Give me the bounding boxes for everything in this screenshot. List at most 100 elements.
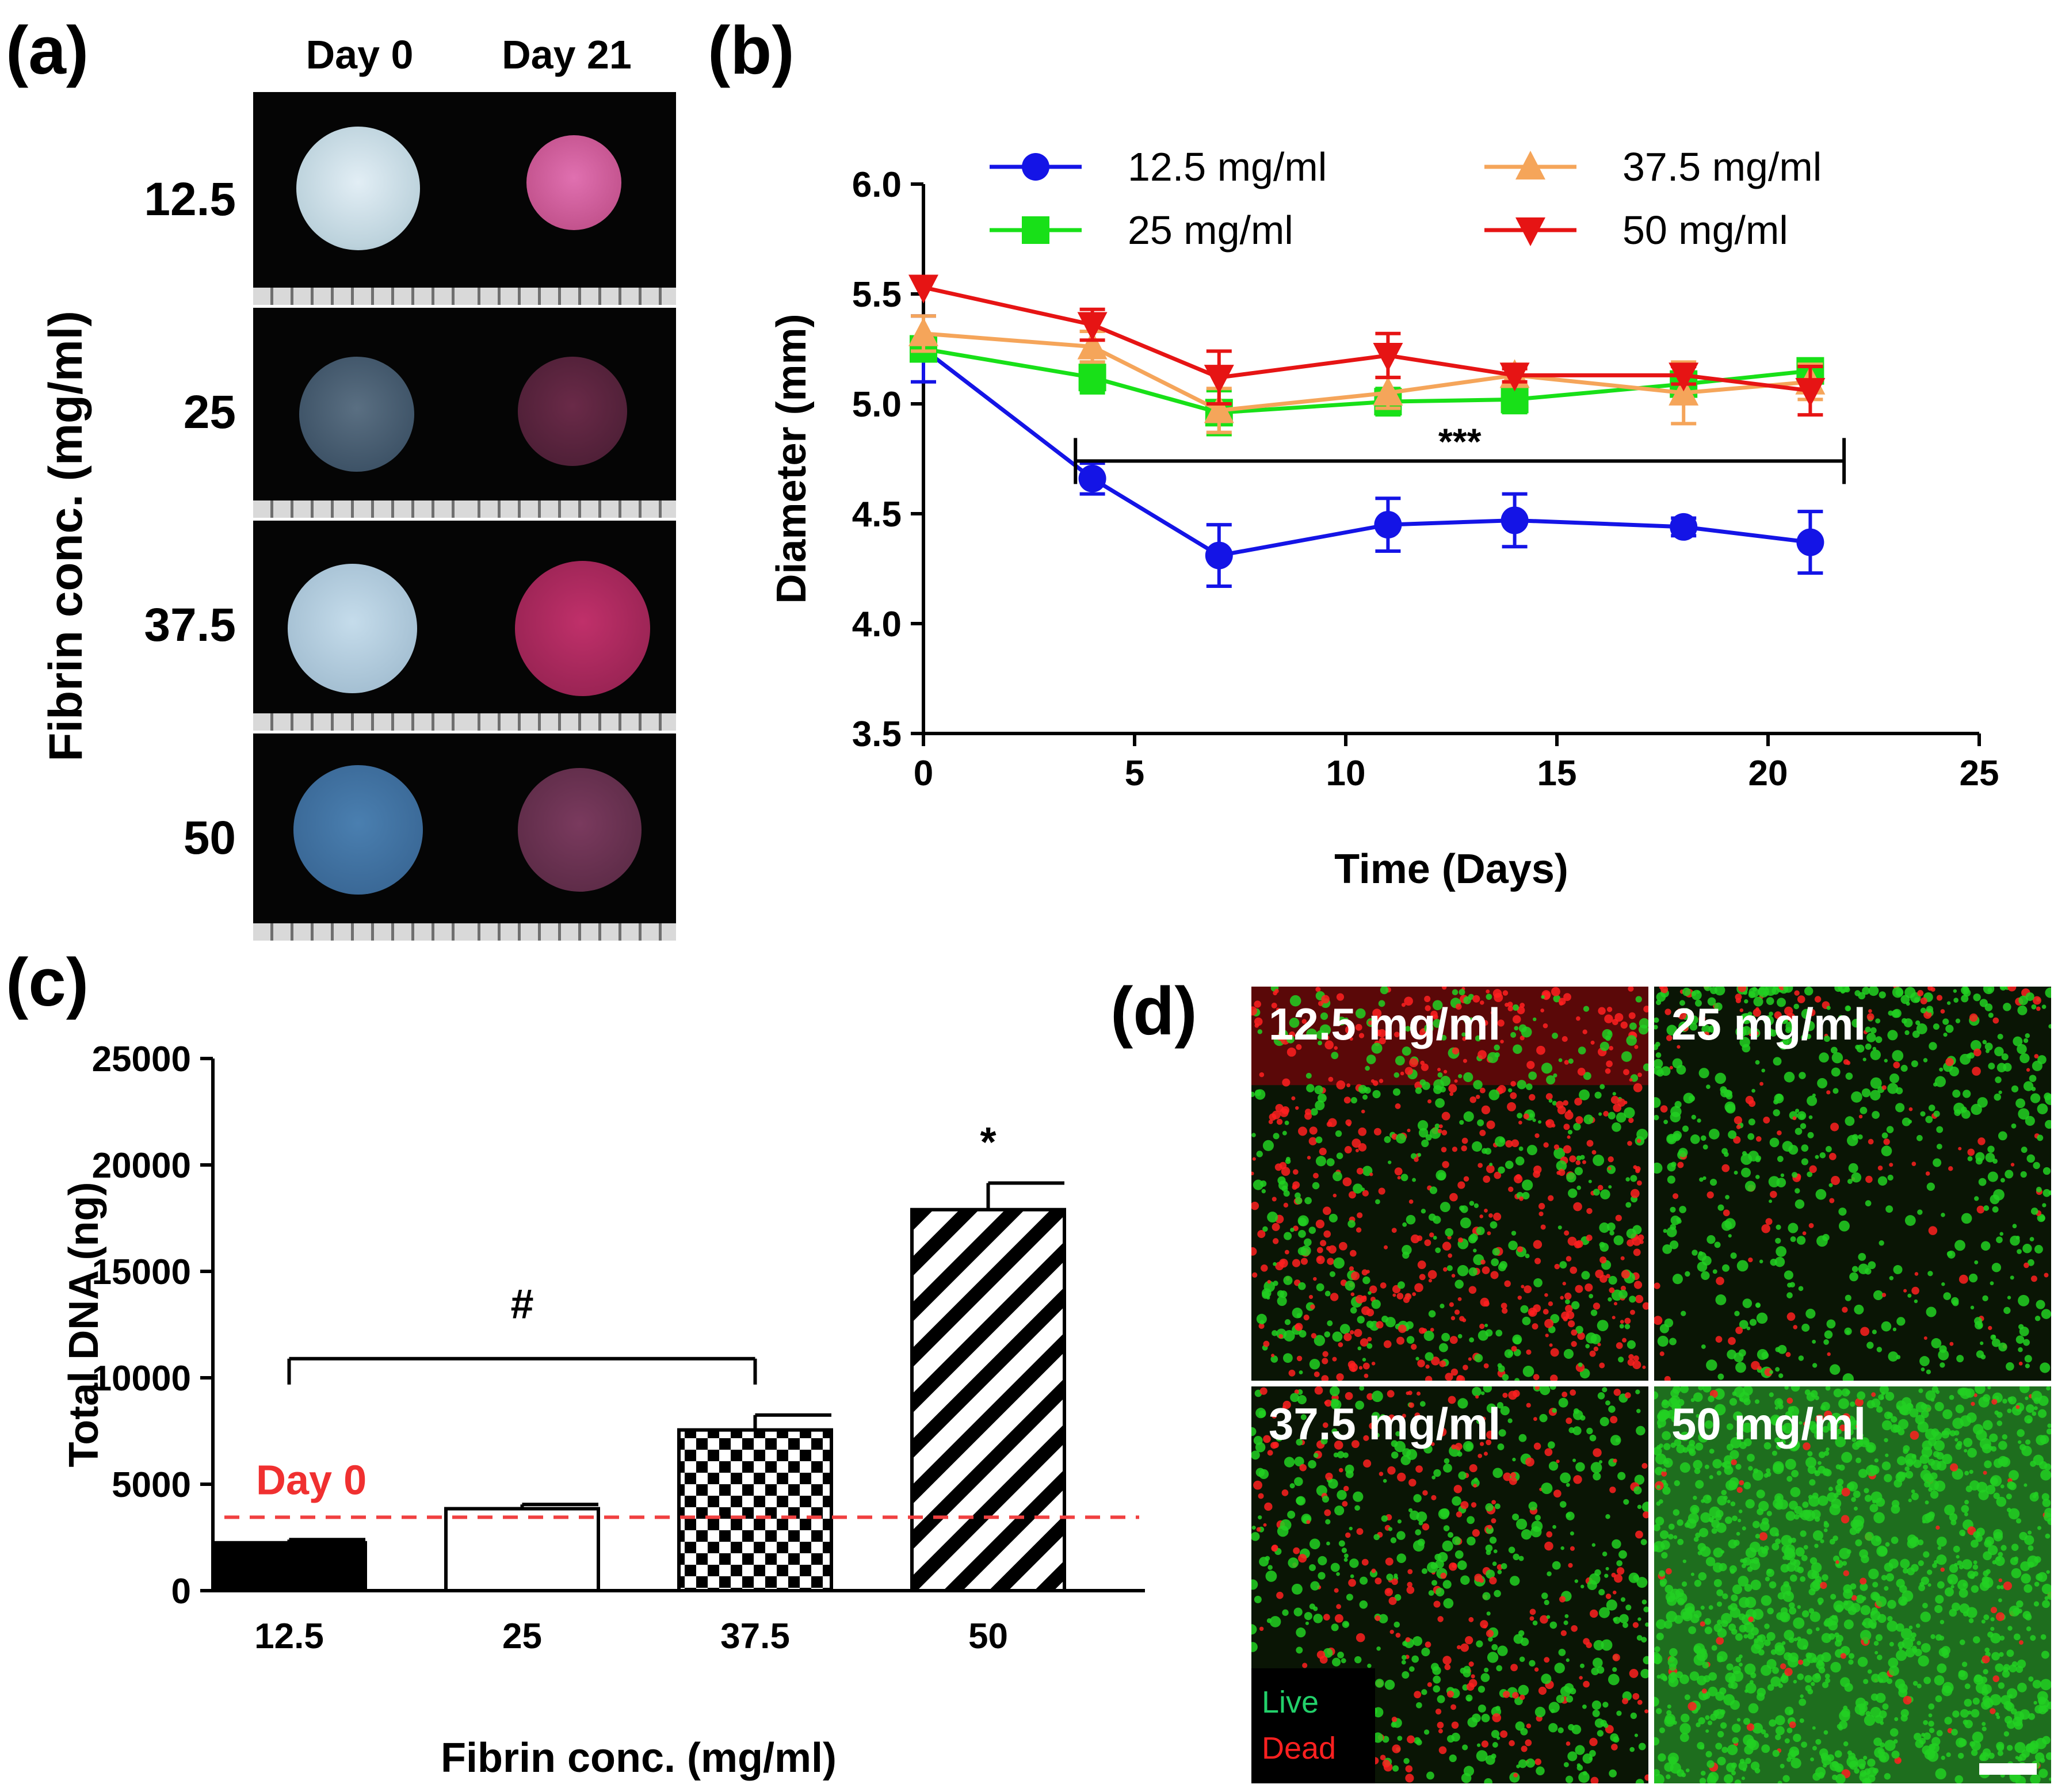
live-cell <box>1528 1071 1537 1080</box>
live-cell <box>1599 1084 1605 1090</box>
dead-cell <box>1463 1365 1468 1370</box>
live-cell <box>1775 1726 1785 1736</box>
live-cell <box>1789 1574 1797 1582</box>
live-cell <box>1514 1378 1520 1381</box>
dead-cell <box>1448 1253 1453 1258</box>
live-cell <box>1729 1398 1738 1406</box>
live-cell <box>1294 1477 1303 1487</box>
live-cell <box>1830 1661 1841 1673</box>
live-cell <box>1563 1620 1568 1625</box>
dead-cell <box>1338 1241 1347 1251</box>
live-cell <box>1741 1167 1751 1178</box>
live-cell <box>1437 1552 1448 1562</box>
cell-texture <box>1251 987 1648 1381</box>
live-cell <box>1815 1627 1820 1631</box>
live-cell <box>1435 1587 1445 1597</box>
dead-cell <box>1400 1071 1404 1076</box>
live-cell <box>1999 987 2007 991</box>
live-cell <box>1904 1466 1910 1472</box>
live-cell <box>1601 1639 1613 1651</box>
live-cell <box>1378 1000 1385 1007</box>
dead-cell <box>1325 1472 1333 1481</box>
live-cell <box>1520 1637 1529 1646</box>
live-cell <box>2018 1108 2030 1120</box>
live-cell <box>1673 1509 1680 1516</box>
live-cell <box>1918 1560 1924 1566</box>
dead-cell <box>1363 1459 1372 1468</box>
live-cell <box>1613 1736 1620 1743</box>
dead-cell <box>1259 1072 1265 1078</box>
live-cell <box>1995 1663 2004 1672</box>
live-cell <box>1872 1111 1880 1119</box>
dead-cell <box>1451 1721 1459 1729</box>
live-cell <box>1855 1045 1860 1050</box>
dead-cell <box>1627 1141 1632 1146</box>
live-cell <box>1333 1257 1345 1269</box>
dead-cell <box>1562 1392 1568 1397</box>
live-cell <box>1915 1020 1921 1026</box>
live-cell <box>1749 1541 1761 1553</box>
live-cell <box>1670 1678 1675 1684</box>
live-cell <box>1428 1213 1436 1221</box>
live-cell <box>1592 1709 1600 1717</box>
y-tick-label: 0 <box>171 1572 191 1611</box>
live-cell <box>1698 1717 1705 1725</box>
live-cell <box>1974 1196 1979 1201</box>
live-cell <box>1625 1202 1632 1208</box>
live-cell <box>1827 1754 1834 1762</box>
live-cell <box>1769 1527 1779 1537</box>
live-cell <box>1871 1673 1880 1683</box>
live-cell <box>2042 1189 2051 1197</box>
dead-cell <box>1748 1257 1753 1263</box>
live-cell <box>1954 1109 1961 1117</box>
live-cell <box>1674 1439 1682 1446</box>
live-cell <box>1439 1343 1448 1352</box>
dead-cell <box>1589 1609 1598 1618</box>
dead-cell <box>1632 1692 1640 1700</box>
live-cell <box>1937 1461 1947 1471</box>
live-cell <box>1553 1147 1566 1159</box>
live-cell <box>2019 1053 2030 1064</box>
live-cell <box>1755 1175 1760 1179</box>
live-cell <box>1884 1059 1888 1063</box>
live-cell <box>1822 1233 1830 1241</box>
live-cell <box>1486 994 1492 1000</box>
live-cell <box>1690 1398 1695 1403</box>
live-cell <box>1481 1714 1490 1722</box>
live-cell <box>2000 1545 2007 1551</box>
live-cell <box>1416 1511 1427 1523</box>
live-cell <box>1391 1451 1399 1459</box>
live-cell <box>1965 1388 1975 1398</box>
live-cell <box>1353 1183 1363 1194</box>
dead-cell <box>1529 1094 1536 1101</box>
live-cell <box>1402 1671 1410 1679</box>
dead-cell <box>1453 1485 1463 1493</box>
live-cell <box>1266 1296 1270 1300</box>
live-cell <box>1842 1561 1847 1566</box>
dead-cell <box>1261 1264 1268 1272</box>
live-cell <box>1308 1460 1316 1469</box>
dead-cell <box>1606 1007 1613 1012</box>
dead-cell <box>1624 1317 1631 1324</box>
live-cell <box>1438 1508 1449 1520</box>
dead-cell <box>1284 1250 1289 1255</box>
live-cell <box>1396 1531 1406 1540</box>
live-cell <box>1560 1686 1571 1697</box>
live-cell <box>1952 1602 1961 1611</box>
dead-cell <box>1291 1096 1296 1101</box>
live-cell <box>1748 991 1755 999</box>
live-cell <box>1769 1581 1777 1589</box>
dead-cell <box>1438 1124 1443 1129</box>
live-cell <box>1331 1399 1342 1410</box>
live-cell <box>1635 996 1642 1003</box>
dead-cell <box>1412 1292 1417 1296</box>
live-cell <box>1799 1421 1803 1425</box>
live-cell <box>1457 1334 1463 1339</box>
live-cell <box>1505 1160 1514 1169</box>
live-cell <box>1990 1281 1994 1286</box>
dead-cell <box>1391 1578 1398 1585</box>
live-cell <box>1799 1698 1807 1706</box>
live-cell <box>2041 1004 2047 1009</box>
live-cell <box>1736 1260 1748 1272</box>
live-cell <box>1868 987 1879 996</box>
